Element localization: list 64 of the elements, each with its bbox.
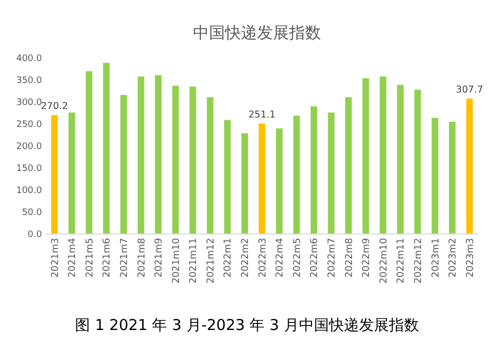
bar <box>190 86 196 234</box>
x-tick-label: 2021m11 <box>188 238 200 284</box>
caption: 图 1 2021 年 3 月-2023 年 3 月中国快递发展指数 <box>75 316 419 334</box>
y-tick-label: 50.0 <box>22 208 42 218</box>
x-tick-label: 2022m4 <box>274 238 286 278</box>
bar <box>414 90 421 234</box>
bar <box>86 71 92 234</box>
bar <box>310 106 318 234</box>
data-label: 307.7 <box>456 84 484 96</box>
bar <box>432 118 438 234</box>
x-tick-label: 2021m8 <box>136 238 148 278</box>
y-tick-label: 250.0 <box>16 120 42 130</box>
chart-title: 中国快递发展指数 <box>193 23 321 42</box>
bar <box>293 116 300 234</box>
bar <box>241 133 248 234</box>
bar <box>362 78 370 234</box>
x-tick-label: 2023m2 <box>448 238 459 278</box>
x-tick-label: 2022m3 <box>257 238 268 278</box>
y-tick-label: 200.0 <box>16 142 42 152</box>
y-tick-label: 100.0 <box>16 186 42 196</box>
x-tick-label: 2021m5 <box>84 238 96 278</box>
bar <box>154 75 162 234</box>
x-tick-label: 2022m12 <box>412 238 424 284</box>
x-tick-label: 2021m12 <box>205 238 216 284</box>
bar <box>206 97 214 234</box>
x-tick-label: 2023m3 <box>464 238 476 278</box>
data-label: 270.2 <box>40 101 68 112</box>
x-tick-label: 2021m7 <box>118 238 130 278</box>
x-tick-label: 2022m1 <box>222 238 234 278</box>
x-tick-label: 2022m11 <box>396 238 407 284</box>
bar <box>258 124 266 234</box>
bar <box>448 122 456 234</box>
x-tick-label: 2021m9 <box>154 238 165 278</box>
y-tick-label: 350.0 <box>16 76 42 86</box>
bar <box>224 120 231 234</box>
bar <box>51 115 58 234</box>
bar <box>276 128 283 234</box>
bar <box>345 97 352 234</box>
bar <box>120 94 127 234</box>
y-tick-label: 150.0 <box>16 164 42 174</box>
x-tick-label: 2022m10 <box>378 238 390 284</box>
x-tick-label: 2023m1 <box>430 238 442 278</box>
bar <box>397 84 404 234</box>
bar <box>68 112 76 234</box>
bar <box>466 98 473 234</box>
x-tick-label: 2022m6 <box>309 238 320 278</box>
bar <box>328 112 334 234</box>
x-tick-label: 2022m5 <box>292 238 303 278</box>
x-tick-label: 2021m10 <box>170 238 182 284</box>
bar <box>138 76 144 234</box>
data-label: 251.1 <box>248 110 276 121</box>
x-tick-label: 2022m9 <box>361 238 372 278</box>
x-tick-label: 2021m6 <box>102 238 113 278</box>
x-tick-label: 2021m4 <box>67 238 78 278</box>
bar <box>172 86 179 234</box>
x-tick-label: 2022m2 <box>240 238 252 278</box>
x-tick-label: 2022m8 <box>344 238 355 278</box>
y-tick-label: 400.0 <box>16 54 42 64</box>
bar <box>103 62 110 234</box>
x-tick-label: 2021m3 <box>50 238 61 278</box>
y-tick-label: 0.0 <box>28 230 42 240</box>
bar <box>380 76 386 234</box>
y-tick-label: 300.0 <box>16 98 42 108</box>
x-tick-label: 2022m7 <box>326 238 338 278</box>
